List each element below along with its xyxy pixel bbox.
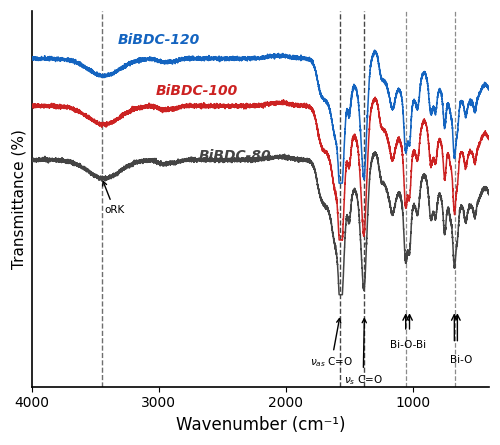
Text: BiBDC-100: BiBDC-100 [156,84,238,98]
Text: $\nu_{s}$ C=O: $\nu_{s}$ C=O [344,319,383,387]
Text: oRK: oRK [102,182,124,215]
Text: BiBDC-120: BiBDC-120 [118,33,200,47]
Text: Bi-O: Bi-O [450,355,472,365]
Y-axis label: Transmittance (%): Transmittance (%) [11,129,26,269]
X-axis label: Wavenumber (cm⁻¹): Wavenumber (cm⁻¹) [176,416,345,434]
Text: Bi-O-Bi: Bi-O-Bi [390,340,426,350]
Text: BiBDC-80: BiBDC-80 [198,149,271,163]
Text: $\nu_{as}$ C=O: $\nu_{as}$ C=O [310,319,353,369]
